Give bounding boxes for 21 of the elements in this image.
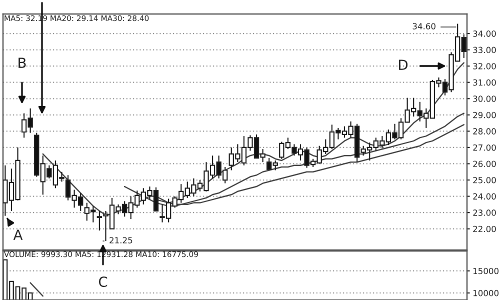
y-tick-label: 33.00 [473,46,496,54]
y-tick-label: 31.00 [473,79,496,86]
annotation: 21.25 [110,237,132,244]
annotation: 34.60 [412,23,436,30]
y-tick-label: 32.00 [473,63,496,70]
y-tick-label: 25.00 [473,176,496,184]
annotation: C [98,276,108,288]
y-tick-label: 28.00 [473,128,496,134]
y-tick-label: 34.00 [473,30,496,37]
y-tick-label: 30.00 [473,96,496,102]
annotation: B [18,58,26,68]
y-tick-label: 24.00 [473,193,496,200]
y-tick-label: 15000 [473,268,499,274]
y-tick-label: 29.00 [473,112,496,118]
annotation: A [13,230,23,240]
y-tick-label: 22.00 [473,226,496,232]
y-tick-label: 26.00 [473,160,496,168]
annotation: D [399,60,408,70]
y-tick-label: 27.00 [473,144,496,151]
y-tick-label: 23.00 [473,210,496,216]
y-tick-label: 10000 [473,290,499,296]
